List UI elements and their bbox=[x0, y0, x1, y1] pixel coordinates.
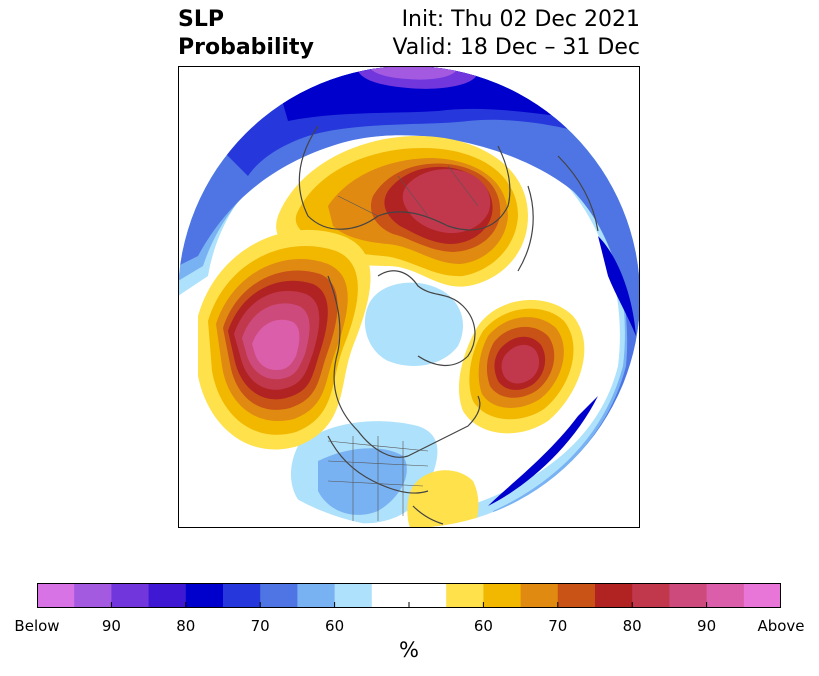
borders bbox=[327, 165, 479, 521]
valid-period: Valid: 18 Dec – 31 Dec bbox=[392, 35, 640, 60]
colorbar-tick-label: 60 bbox=[473, 617, 493, 635]
colorbar-swatch bbox=[148, 583, 187, 608]
colorbar-swatch bbox=[223, 583, 261, 608]
colorbar-swatch bbox=[669, 583, 708, 608]
init-date: Init: Thu 02 Dec 2021 bbox=[401, 7, 640, 32]
date-info: Init: Thu 02 Dec 2021 Valid: 18 Dec – 31… bbox=[392, 6, 640, 62]
colorbar-swatch bbox=[483, 583, 522, 608]
coastlines bbox=[298, 125, 599, 525]
above-normal-north-pacific bbox=[198, 229, 371, 450]
colorbar-tick-label: 80 bbox=[622, 617, 642, 635]
colorbar-tick-label: 80 bbox=[176, 617, 196, 635]
colorbar-swatch bbox=[260, 583, 298, 608]
colorbar-swatch bbox=[557, 583, 596, 608]
colorbar-swatch bbox=[446, 583, 484, 608]
colorbar-tick-label: 60 bbox=[325, 617, 345, 635]
above-normal-north-atlantic bbox=[458, 299, 585, 434]
polar-map bbox=[178, 66, 640, 528]
chart-title: SLP Probability bbox=[178, 6, 314, 62]
colorbar-swatch bbox=[74, 583, 112, 608]
colorbar-swatch bbox=[37, 583, 75, 608]
title-line-2: Probability bbox=[178, 35, 314, 60]
colorbar-tick-label: 90 bbox=[697, 617, 717, 635]
below-normal-arctic bbox=[364, 282, 463, 366]
colorbar-tick-label: 90 bbox=[101, 617, 121, 635]
colorbar-swatch bbox=[371, 583, 410, 608]
colorbar-swatch bbox=[632, 583, 670, 608]
colorbar-tick-label: 70 bbox=[250, 617, 270, 635]
colorbar-swatch bbox=[297, 583, 336, 608]
colorbar bbox=[37, 583, 781, 608]
colorbar-swatch bbox=[409, 583, 447, 608]
title-line-1: SLP bbox=[178, 7, 224, 32]
colorbar-tick-label: 70 bbox=[548, 617, 568, 635]
colorbar-swatch bbox=[743, 583, 781, 608]
colorbar-swatch bbox=[111, 583, 150, 608]
colorbar-tick-label: Above bbox=[757, 617, 805, 635]
colorbar-swatch bbox=[520, 583, 559, 608]
colorbar-swatch bbox=[334, 583, 373, 608]
colorbar-tick-label: Below bbox=[14, 617, 60, 635]
colorbar-swatch bbox=[706, 583, 745, 608]
above-normal-gulf bbox=[407, 470, 479, 528]
probability-field bbox=[178, 66, 640, 528]
colorbar-unit: % bbox=[399, 638, 419, 662]
above-normal-eurasia bbox=[276, 136, 528, 287]
colorbar-swatch bbox=[185, 583, 224, 608]
colorbar-swatch bbox=[595, 583, 633, 608]
